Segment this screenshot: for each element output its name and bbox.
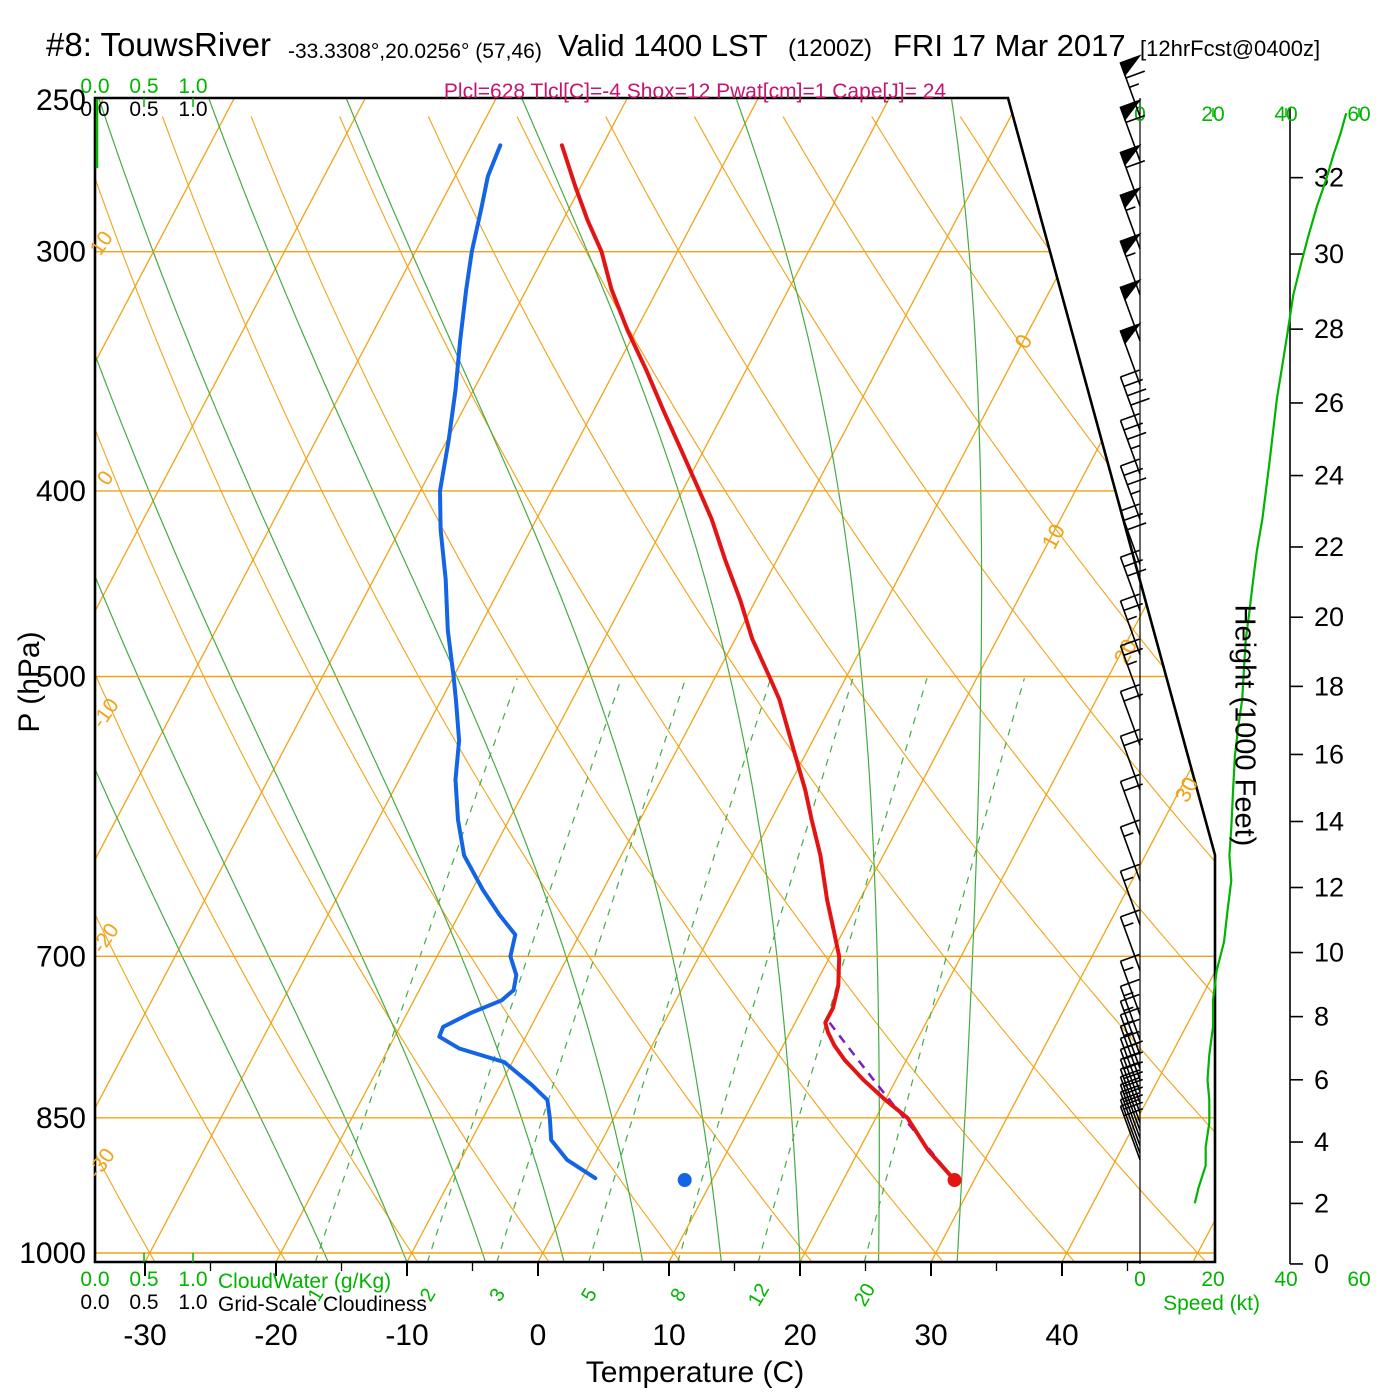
page-title: #8: TouwsRiver: [46, 26, 271, 63]
svg-text:-10: -10: [385, 1319, 428, 1352]
svg-text:0: 0: [1134, 1268, 1146, 1291]
svg-text:30: 30: [1314, 239, 1344, 269]
svg-text:10: 10: [1037, 520, 1071, 553]
svg-text:40: 40: [1274, 1268, 1297, 1291]
svg-text:20: 20: [1201, 1268, 1224, 1291]
svg-text:8: 8: [1314, 1002, 1329, 1032]
svg-text:40: 40: [1045, 1319, 1078, 1352]
svg-text:60: 60: [1347, 1268, 1370, 1291]
svg-text:0: 0: [93, 467, 119, 490]
svg-text:3: 3: [485, 1285, 510, 1306]
svg-text:-20: -20: [254, 1319, 297, 1352]
svg-text:30: 30: [1170, 773, 1204, 806]
svg-text:1.0: 1.0: [178, 1268, 207, 1291]
svg-text:20: 20: [850, 1280, 880, 1310]
svg-text:26: 26: [1314, 388, 1344, 418]
height-axis-title: Height (1000 Feet): [1228, 604, 1261, 847]
svg-text:0: 0: [530, 1319, 547, 1352]
svg-text:2: 2: [1314, 1188, 1329, 1218]
svg-text:250: 250: [36, 84, 86, 117]
svg-text:0: 0: [1314, 1249, 1329, 1279]
svg-text:12: 12: [744, 1280, 774, 1310]
valid-time: Valid 1400 LST: [558, 28, 768, 63]
svg-text:20: 20: [783, 1319, 816, 1352]
svg-text:24: 24: [1314, 461, 1344, 491]
svg-text:18: 18: [1314, 671, 1344, 701]
station-coordinates: -33.3308°,20.0256° (57,46): [288, 40, 542, 63]
svg-text:0.0: 0.0: [80, 75, 109, 98]
svg-text:0.5: 0.5: [129, 98, 158, 121]
svg-text:12: 12: [1314, 873, 1344, 903]
svg-text:14: 14: [1314, 806, 1344, 836]
svg-text:1000: 1000: [19, 1237, 86, 1270]
svg-text:-30: -30: [84, 1144, 120, 1182]
speed-axis-label: Speed (kt): [1163, 1292, 1260, 1315]
valid-time-zulu: (1200Z): [788, 35, 873, 62]
svg-text:300: 300: [36, 236, 86, 269]
svg-text:1.0: 1.0: [178, 75, 207, 98]
temperature-axis-title: Temperature (C): [585, 1356, 805, 1389]
svg-text:0.5: 0.5: [129, 1291, 158, 1314]
svg-text:0.0: 0.0: [80, 1268, 109, 1291]
svg-text:20: 20: [1314, 602, 1344, 632]
forecast-hour: [12hrFcst@0400z]: [1140, 36, 1321, 61]
cloudwater-axis-label: CloudWater (g/Kg): [218, 1270, 392, 1293]
valid-date: FRI 17 Mar 2017: [893, 28, 1126, 63]
svg-text:10: 10: [1314, 938, 1344, 968]
svg-text:10: 10: [652, 1319, 685, 1352]
svg-text:0.0: 0.0: [80, 1291, 109, 1314]
svg-text:400: 400: [36, 475, 86, 508]
svg-text:16: 16: [1314, 739, 1344, 769]
svg-text:30: 30: [914, 1319, 947, 1352]
pressure-axis-title: P (hPa): [13, 631, 46, 733]
svg-text:1.0: 1.0: [178, 98, 207, 121]
svg-text:28: 28: [1314, 314, 1344, 344]
cloudiness-axis-label: Grid-Scale Cloudiness: [218, 1293, 427, 1316]
svg-text:700: 700: [36, 940, 86, 973]
svg-text:0: 0: [1009, 330, 1037, 353]
svg-text:0.0: 0.0: [80, 98, 109, 121]
svg-text:4: 4: [1314, 1127, 1329, 1157]
svg-text:-30: -30: [123, 1319, 166, 1352]
svg-text:1.0: 1.0: [178, 1291, 207, 1314]
stability-parameters: Plcl=628 Tlcl[C]=-4 Shox=12 Pwat[cm]=1 C…: [443, 80, 947, 103]
svg-text:850: 850: [36, 1102, 86, 1135]
svg-text:22: 22: [1314, 532, 1344, 562]
svg-text:8: 8: [666, 1285, 691, 1306]
svg-text:-20: -20: [88, 919, 124, 957]
svg-text:6: 6: [1314, 1065, 1329, 1095]
svg-text:5: 5: [577, 1285, 602, 1306]
svg-text:10: 10: [86, 227, 118, 259]
svg-text:0.5: 0.5: [129, 1268, 158, 1291]
svg-text:500: 500: [36, 661, 86, 694]
svg-text:0.5: 0.5: [129, 75, 158, 98]
